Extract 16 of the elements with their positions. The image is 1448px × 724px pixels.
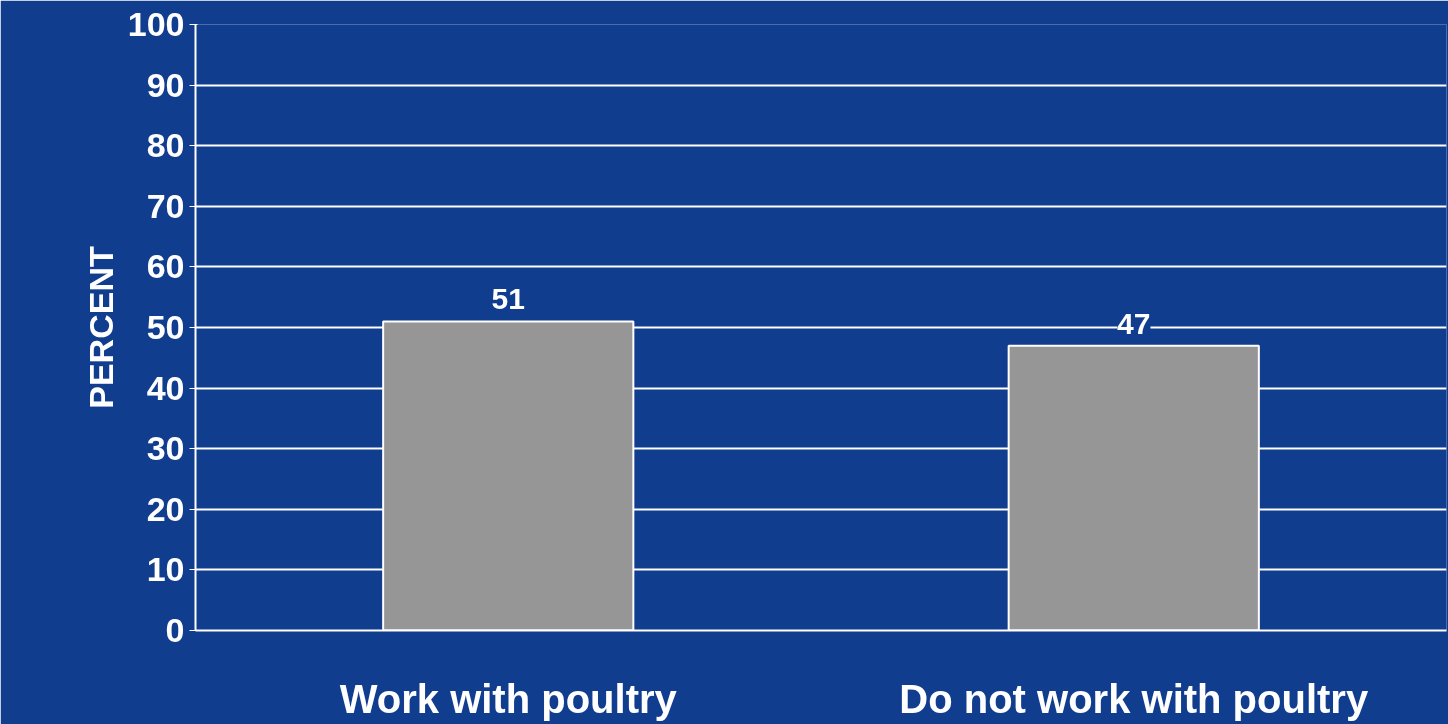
y-tick-label: 90 bbox=[146, 65, 185, 104]
y-tick-label: 30 bbox=[146, 429, 185, 468]
y-tick-label: 0 bbox=[165, 611, 185, 649]
y-tick-label: 80 bbox=[146, 126, 185, 165]
y-tick-label: 100 bbox=[127, 5, 185, 43]
y-tick-label: 10 bbox=[146, 550, 185, 589]
data-label: 47 bbox=[1117, 306, 1151, 340]
y-tick-label: 20 bbox=[146, 489, 185, 528]
y-tick-label: 60 bbox=[146, 247, 185, 286]
x-tick-label: Do not work with poultry bbox=[899, 676, 1369, 721]
y-axis-title: PERCENT bbox=[81, 246, 120, 409]
data-label: 51 bbox=[491, 282, 525, 316]
x-tick-label: Work with poultry bbox=[339, 676, 678, 721]
y-tick-label: 40 bbox=[146, 368, 185, 407]
y-tick-label: 50 bbox=[146, 308, 185, 346]
y-tick-label: 70 bbox=[146, 186, 185, 225]
